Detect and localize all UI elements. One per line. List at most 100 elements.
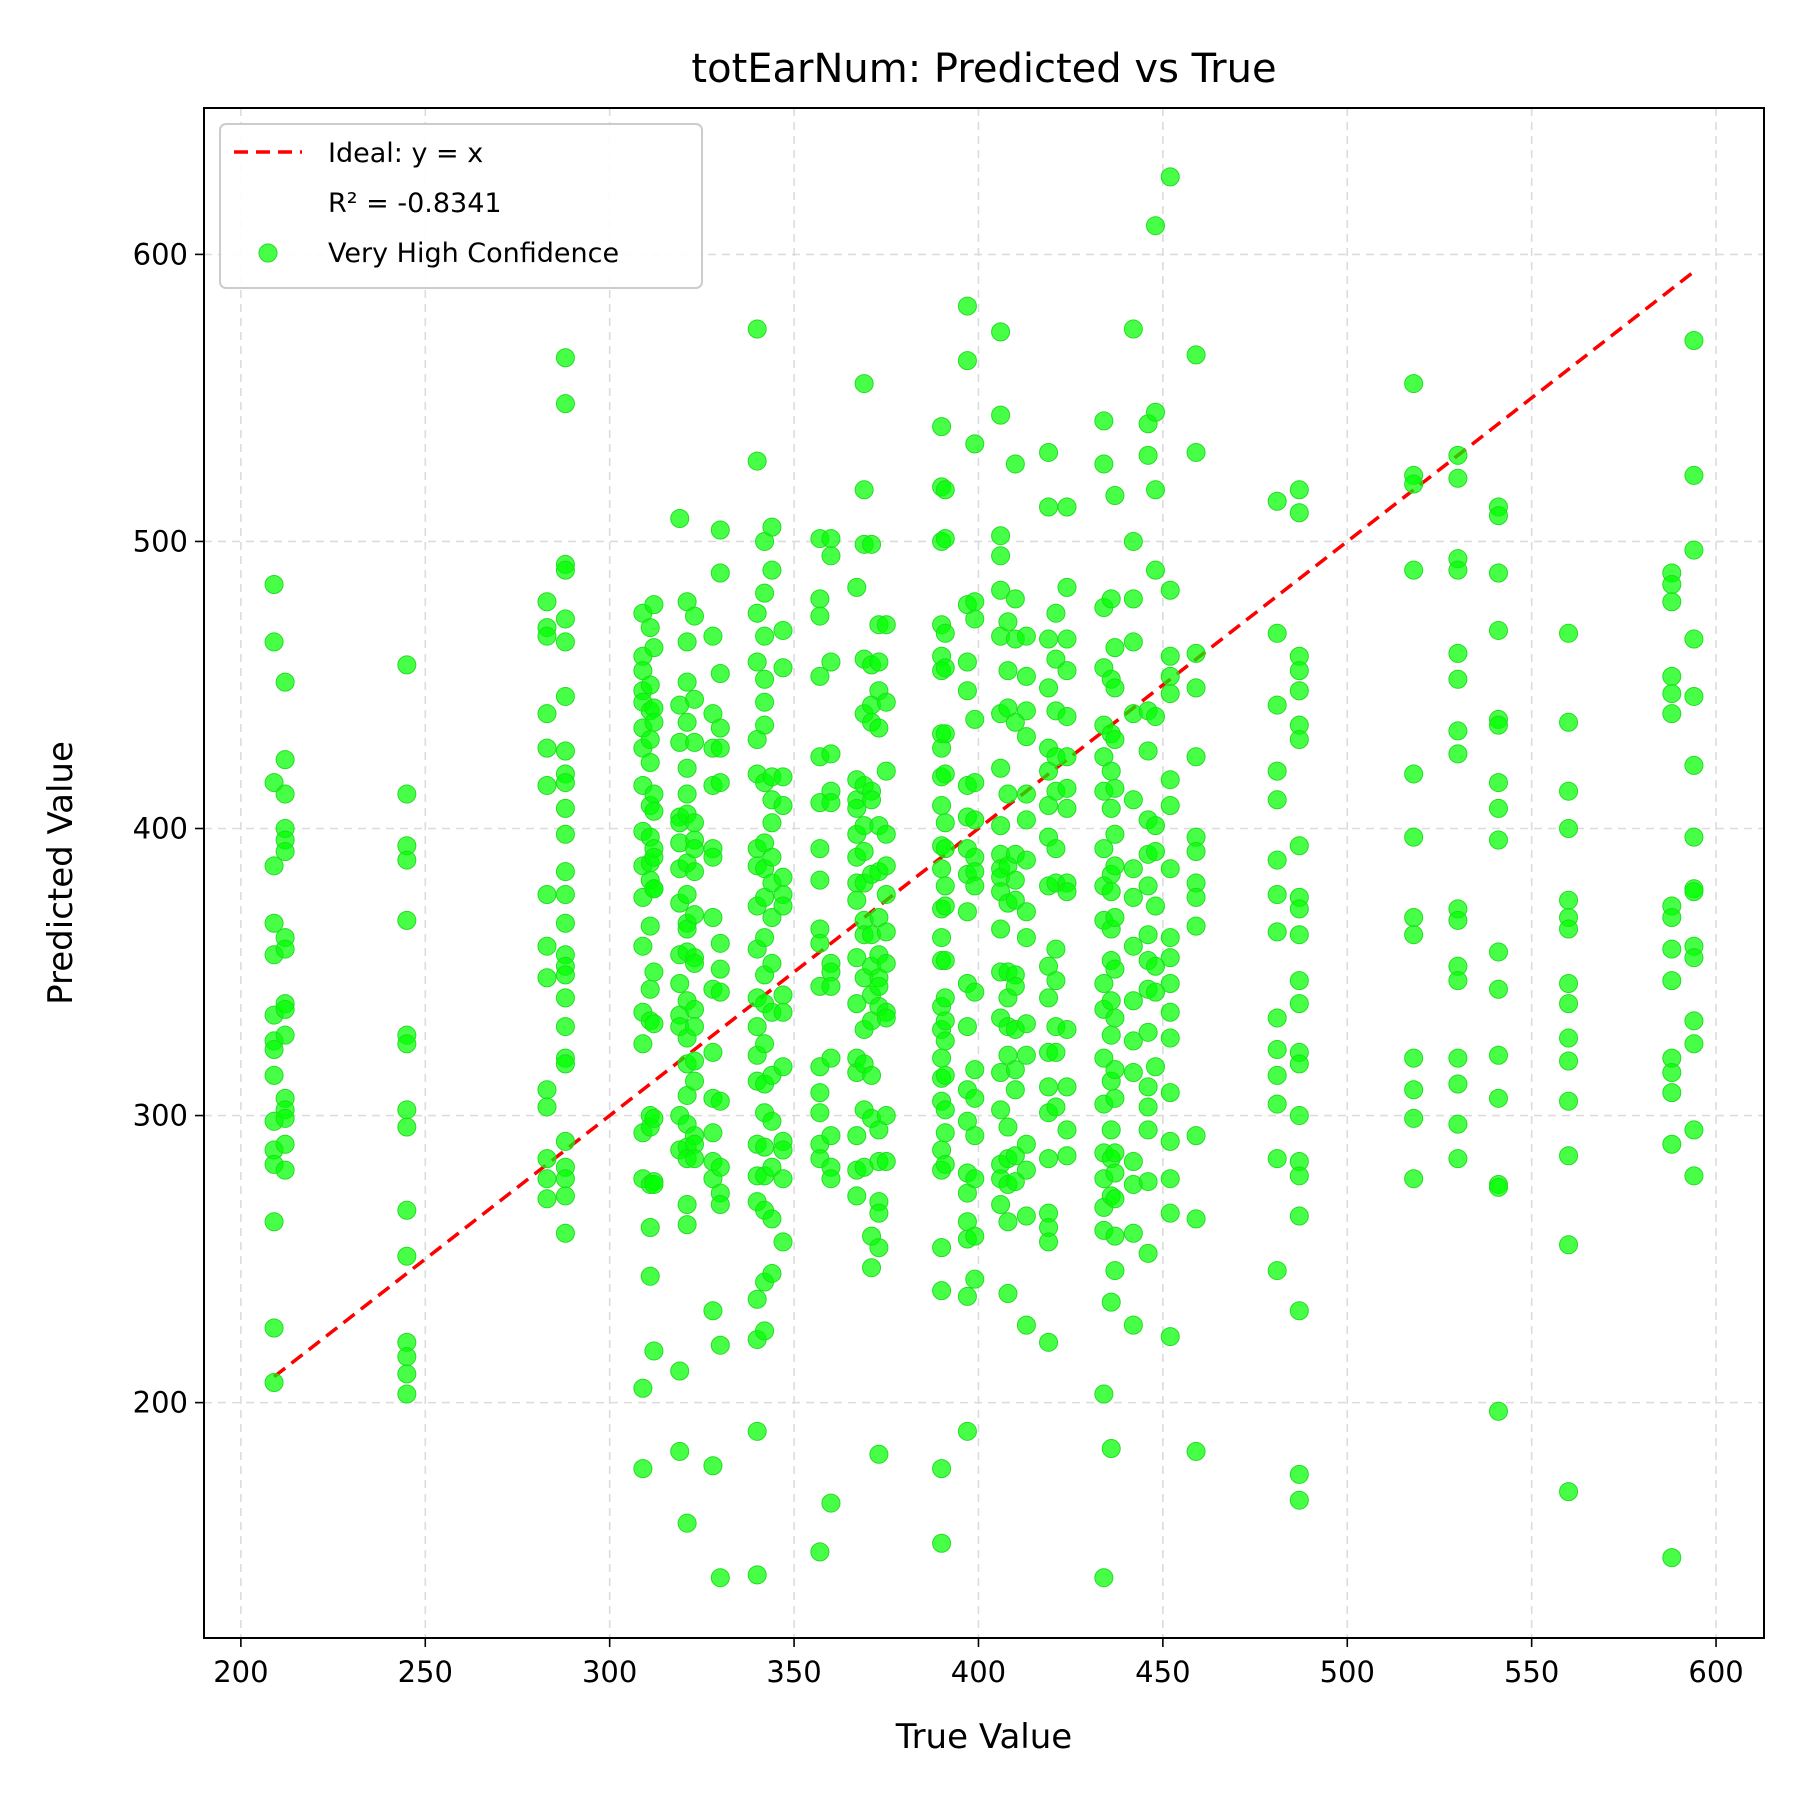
data-point (1559, 1091, 1579, 1111)
data-point (1057, 1120, 1077, 1140)
data-point (747, 1289, 767, 1309)
data-point (1105, 778, 1125, 798)
data-point (1160, 974, 1180, 994)
data-point (747, 319, 767, 339)
data-point (755, 928, 775, 948)
data-point (821, 793, 841, 813)
data-point (1057, 1077, 1077, 1097)
data-point (1016, 1206, 1036, 1226)
data-point (264, 1040, 284, 1060)
data-point (1105, 824, 1125, 844)
data-point (957, 1286, 977, 1306)
x-tick-label: 600 (1688, 1655, 1743, 1689)
data-point (1448, 643, 1468, 663)
data-point (1160, 770, 1180, 790)
data-point (1005, 454, 1025, 474)
data-point (762, 1111, 782, 1131)
data-point (1016, 1045, 1036, 1065)
data-point (1123, 1151, 1143, 1171)
x-tick-label: 300 (582, 1655, 637, 1689)
data-point (1105, 1226, 1125, 1246)
data-point (862, 1065, 882, 1085)
data-point (1289, 925, 1309, 945)
data-point (275, 999, 295, 1019)
data-point (935, 1123, 955, 1143)
data-point (684, 813, 704, 833)
data-point (1160, 1083, 1180, 1103)
data-point (1559, 781, 1579, 801)
data-point (747, 1421, 767, 1441)
data-point (1684, 948, 1704, 968)
data-point (644, 962, 664, 982)
data-point (644, 638, 664, 658)
data-point (684, 732, 704, 752)
data-point (1404, 907, 1424, 927)
data-point (555, 913, 575, 933)
data-point (633, 1378, 653, 1398)
data-point (821, 529, 841, 549)
data-point (1105, 486, 1125, 506)
data-point (1046, 649, 1066, 669)
data-point (1289, 1301, 1309, 1321)
data-point (710, 933, 730, 953)
data-point (1005, 976, 1025, 996)
data-point (847, 890, 867, 910)
data-point (1684, 1166, 1704, 1186)
data-point (935, 724, 955, 744)
data-point (847, 1186, 867, 1206)
data-point (1662, 1083, 1682, 1103)
data-point (275, 939, 295, 959)
data-point (747, 1565, 767, 1585)
data-point (935, 896, 955, 916)
legend-r2-label: R² = -0.8341 (328, 188, 502, 219)
data-point (537, 738, 557, 758)
data-point (1289, 971, 1309, 991)
data-point (876, 1151, 896, 1171)
data-point (703, 847, 723, 867)
data-point (703, 1123, 723, 1143)
data-point (847, 577, 867, 597)
data-point (1662, 704, 1682, 724)
data-point (773, 1232, 793, 1252)
data-point (710, 1568, 730, 1588)
data-point (1186, 747, 1206, 767)
x-tick-label: 450 (1135, 1655, 1190, 1689)
data-point (1123, 1223, 1143, 1243)
data-point (677, 1195, 697, 1215)
legend-box (219, 123, 703, 289)
data-point (1145, 982, 1165, 1002)
data-point (935, 813, 955, 833)
data-point (762, 1209, 782, 1229)
data-point (1101, 991, 1121, 1011)
legend-confidence-label: Very High Confidence (328, 238, 619, 269)
data-point (1145, 480, 1165, 500)
data-point (965, 1269, 985, 1289)
data-point (998, 661, 1018, 681)
data-point (677, 1513, 697, 1533)
data-point (869, 976, 889, 996)
data-point (1160, 580, 1180, 600)
data-point (1662, 575, 1682, 595)
data-point (710, 1091, 730, 1111)
data-point (633, 1034, 653, 1054)
data-point (876, 615, 896, 635)
data-point (640, 916, 660, 936)
data-point (1005, 589, 1025, 609)
data-point (1123, 790, 1143, 810)
data-point (1046, 839, 1066, 859)
data-point (1559, 994, 1579, 1014)
data-point (644, 847, 664, 867)
data-point (1138, 1077, 1158, 1097)
data-point (1160, 1203, 1180, 1223)
data-point (932, 1048, 952, 1068)
data-point (1289, 1464, 1309, 1484)
data-point (537, 968, 557, 988)
data-point (1105, 1008, 1125, 1028)
ideal-line (272, 270, 1696, 1379)
data-point (640, 752, 660, 772)
data-point (869, 718, 889, 738)
data-point (397, 1100, 417, 1120)
data-point (862, 534, 882, 554)
data-point (1160, 1169, 1180, 1189)
